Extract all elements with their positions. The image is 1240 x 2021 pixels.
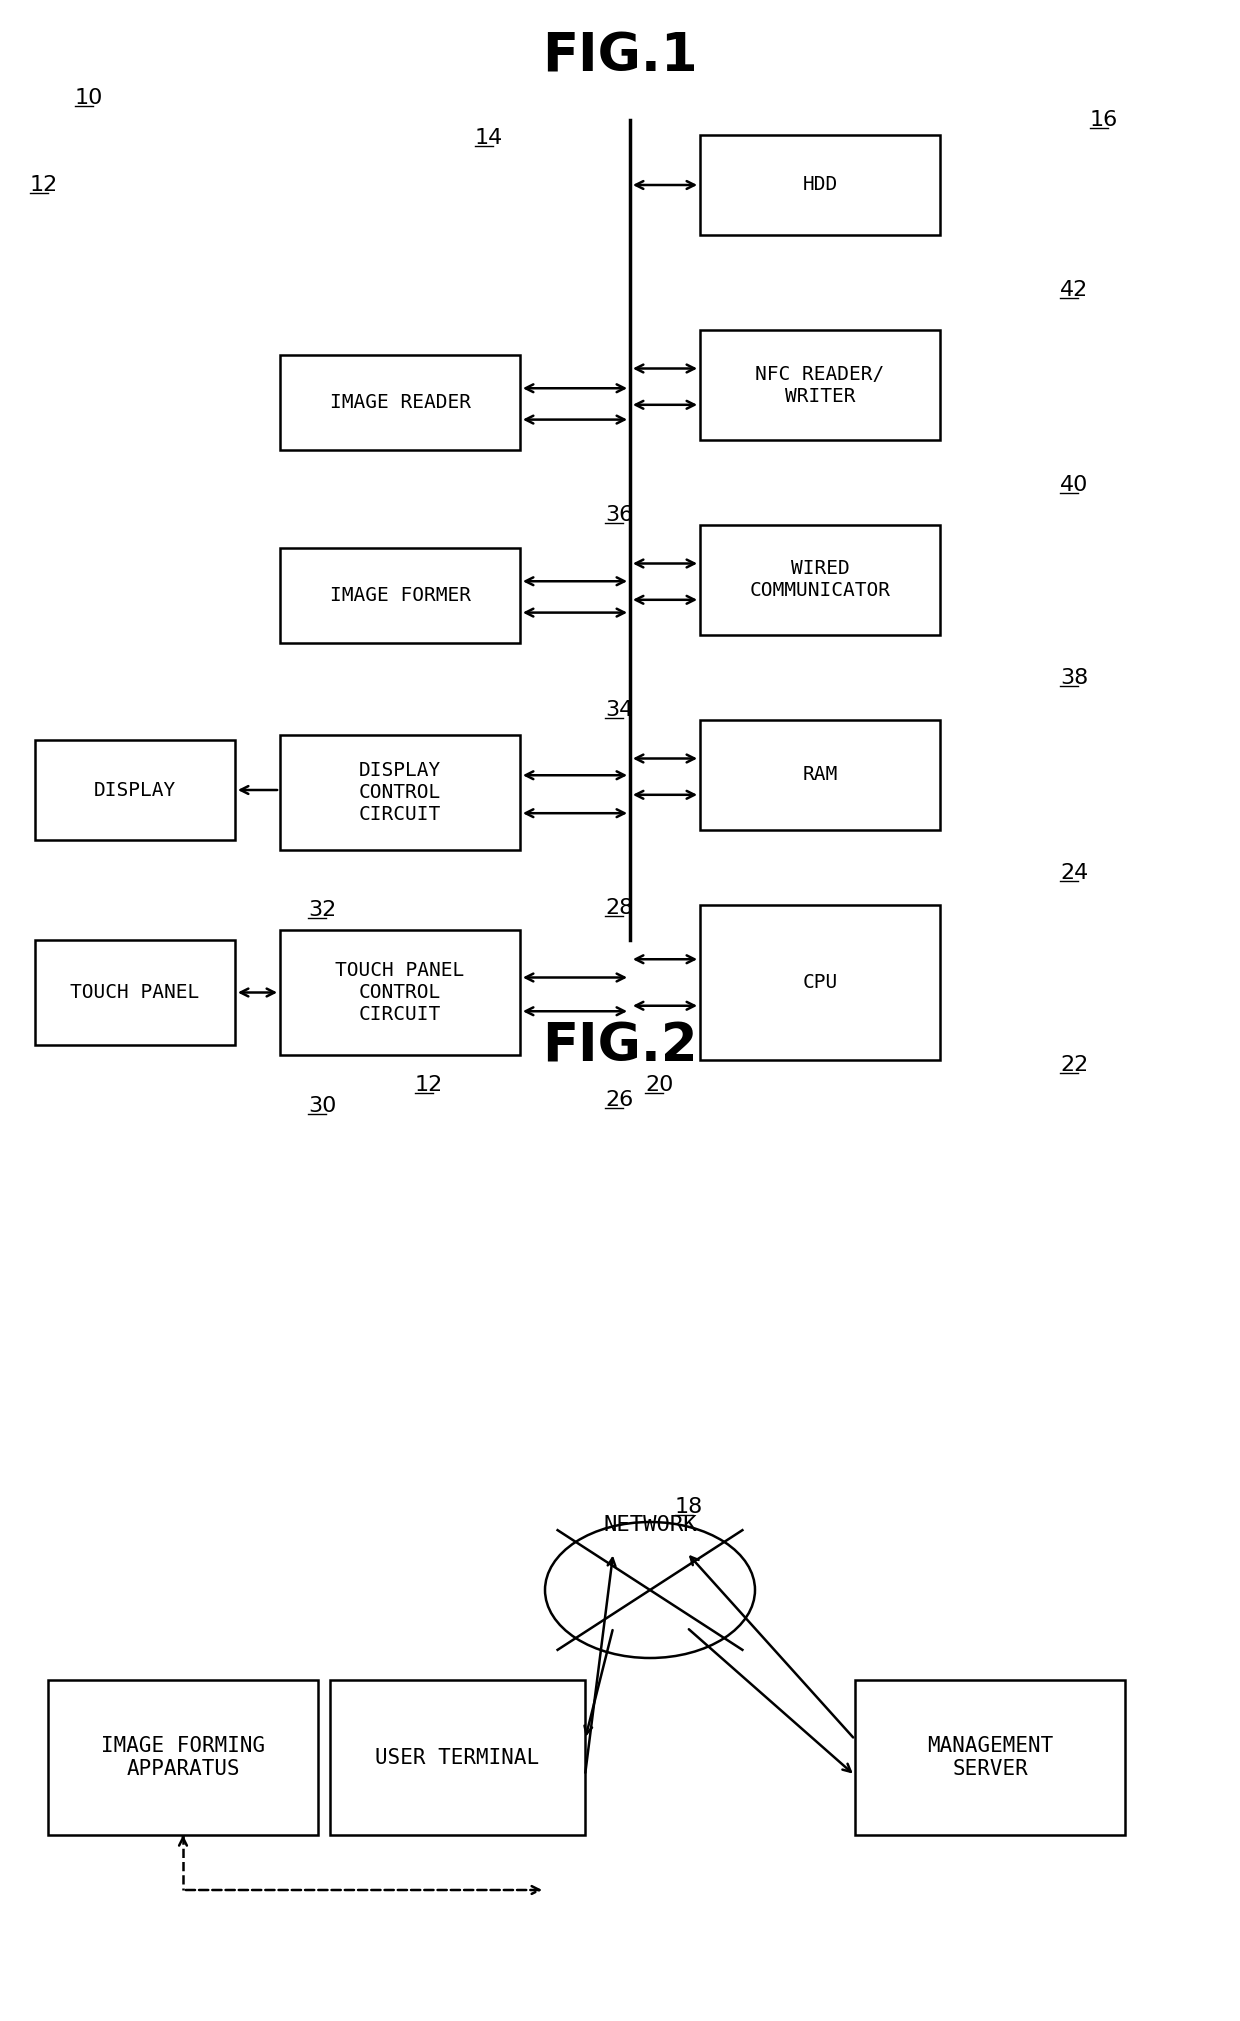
Text: 18: 18: [675, 1498, 703, 1518]
Text: MANAGEMENT
SERVER: MANAGEMENT SERVER: [926, 1736, 1053, 1778]
Text: 16: 16: [1090, 109, 1118, 129]
Bar: [280, 548, 520, 643]
Text: 38: 38: [1060, 669, 1089, 687]
Text: FIG.1: FIG.1: [542, 30, 698, 83]
Text: 12: 12: [30, 176, 58, 194]
Text: 34: 34: [605, 699, 634, 719]
Bar: [701, 905, 940, 1059]
Text: IMAGE READER: IMAGE READER: [330, 392, 470, 412]
Bar: [856, 1679, 1125, 1835]
Bar: [701, 719, 940, 831]
Text: DISPLAY: DISPLAY: [94, 780, 176, 800]
Text: DISPLAY
CONTROL
CIRCUIT: DISPLAY CONTROL CIRCUIT: [358, 762, 441, 825]
Text: USER TERMINAL: USER TERMINAL: [376, 1748, 539, 1768]
Bar: [701, 329, 940, 441]
Text: RAM: RAM: [802, 766, 838, 784]
Bar: [35, 940, 236, 1045]
Bar: [35, 740, 236, 841]
Text: TOUCH PANEL: TOUCH PANEL: [71, 982, 200, 1002]
Text: HDD: HDD: [802, 176, 838, 194]
Bar: [280, 356, 520, 451]
Bar: [280, 930, 520, 1055]
Bar: [330, 1679, 585, 1835]
Text: 36: 36: [605, 505, 634, 525]
Text: 32: 32: [308, 899, 336, 920]
Text: 28: 28: [605, 897, 634, 918]
Text: TOUCH PANEL
CONTROL
CIRCUIT: TOUCH PANEL CONTROL CIRCUIT: [335, 962, 465, 1025]
Text: IMAGE FORMER: IMAGE FORMER: [330, 586, 470, 604]
Text: 24: 24: [1060, 863, 1089, 883]
Text: 12: 12: [415, 1075, 443, 1095]
Bar: [280, 736, 520, 851]
Text: 20: 20: [645, 1075, 673, 1095]
Text: 22: 22: [1060, 1055, 1089, 1075]
Text: IMAGE FORMING
APPARATUS: IMAGE FORMING APPARATUS: [100, 1736, 265, 1778]
Text: 42: 42: [1060, 281, 1089, 299]
Text: 14: 14: [475, 127, 503, 148]
Text: 10: 10: [74, 89, 103, 107]
Bar: [701, 525, 940, 635]
Text: NETWORK: NETWORK: [603, 1516, 697, 1536]
Ellipse shape: [546, 1522, 755, 1657]
Bar: [701, 135, 940, 234]
Text: NFC READER/
WRITER: NFC READER/ WRITER: [755, 364, 884, 406]
Text: CPU: CPU: [802, 972, 838, 992]
Text: 40: 40: [1060, 475, 1089, 495]
Text: 30: 30: [308, 1095, 336, 1116]
Text: 26: 26: [605, 1089, 634, 1110]
Bar: [48, 1679, 317, 1835]
Text: FIG.2: FIG.2: [542, 1021, 698, 1071]
Text: WIRED
COMMUNICATOR: WIRED COMMUNICATOR: [749, 560, 890, 600]
